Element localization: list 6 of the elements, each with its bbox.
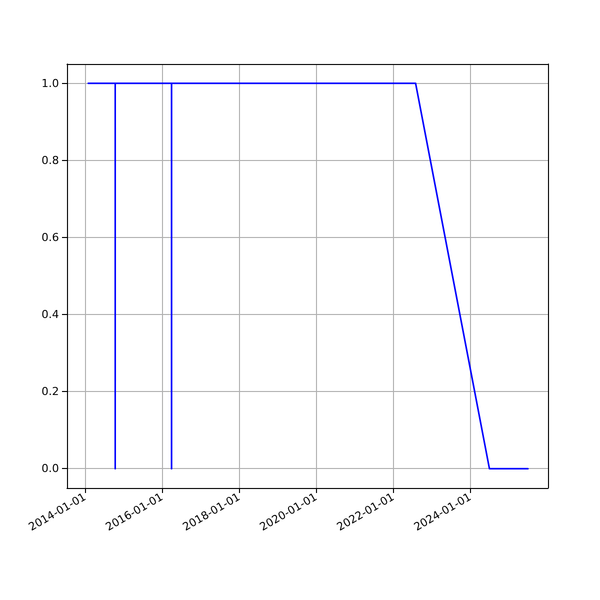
y-tick-label: 0.6: [42, 230, 59, 244]
y-tick-label: 1.0: [42, 76, 59, 90]
y-tick-label: 0.2: [42, 385, 59, 398]
y-tick-label: 0.0: [42, 462, 59, 476]
y-tick-label: 0.8: [42, 154, 59, 167]
y-tick-label: 0.4: [42, 308, 59, 322]
